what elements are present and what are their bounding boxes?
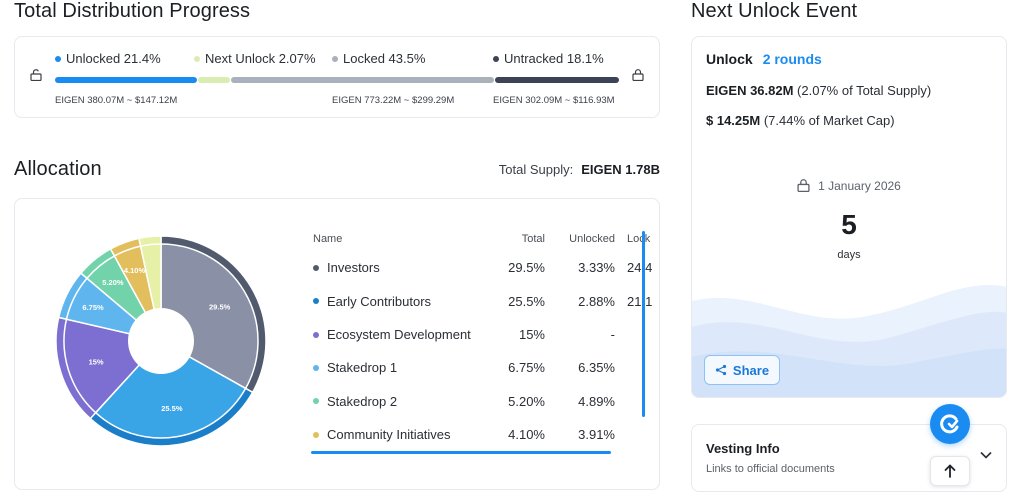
pie-slice-label: 4.10% bbox=[124, 266, 146, 275]
table-row[interactable]: Early Contributors 25.5% 2.88% 21.1 bbox=[311, 284, 655, 317]
row-name: Stakedrop 1 bbox=[311, 351, 493, 384]
vesting-title: Vesting Info bbox=[706, 441, 780, 456]
row-unlocked: 2.88% bbox=[578, 293, 615, 309]
column-total[interactable]: Total bbox=[521, 233, 545, 245]
legend-locked: Locked 43.5% bbox=[332, 51, 425, 66]
row-total: 15% bbox=[518, 326, 545, 342]
row-total: 29.5% bbox=[508, 260, 545, 276]
pie-slice-label: 5.20% bbox=[102, 278, 124, 287]
row-color-dot bbox=[313, 431, 319, 438]
allocation-title: Allocation bbox=[14, 158, 102, 180]
row-total: 4.10% bbox=[508, 427, 545, 443]
bar-locked bbox=[231, 77, 494, 83]
row-locked bbox=[615, 418, 655, 451]
unlocked-amount: EIGEN 380.07M ~ $147.12M bbox=[55, 95, 178, 106]
row-total: 25.5% bbox=[508, 293, 545, 309]
legend-untracked: Untracked 18.1% bbox=[493, 51, 604, 66]
horizontal-scrollbar[interactable] bbox=[311, 451, 611, 454]
arrow-up-icon bbox=[944, 464, 956, 478]
row-locked bbox=[615, 351, 655, 384]
locked-amount: EIGEN 773.22M ~ $299.29M bbox=[332, 95, 455, 106]
pie-center-hole bbox=[128, 308, 194, 374]
bar-unlocked bbox=[55, 77, 197, 83]
rounds-link[interactable]: 2 rounds bbox=[762, 51, 822, 67]
table-row[interactable]: Stakedrop 1 6.75% 6.35% bbox=[311, 351, 655, 384]
row-locked: 21.1 bbox=[627, 293, 653, 309]
allocation-pie-chart: 29.5% 25.5% 15% 6.75% 5.20%4.10% bbox=[55, 235, 267, 447]
row-color-dot bbox=[313, 264, 319, 271]
row-locked bbox=[615, 318, 655, 351]
brand-logo-icon bbox=[940, 414, 959, 434]
distribution-title: Total Distribution Progress bbox=[14, 0, 251, 22]
share-button[interactable]: Share bbox=[704, 355, 780, 385]
unlock-usd: $ 14.25M (7.44% of Market Cap) bbox=[706, 113, 895, 128]
untracked-amount: EIGEN 302.09M ~ $116.93M bbox=[493, 95, 615, 106]
row-name: Stakedrop 2 bbox=[311, 385, 493, 418]
unlock-amount: EIGEN 36.82M (2.07% of Total Supply) bbox=[706, 83, 932, 98]
distribution-card: Unlocked 21.4% Next Unlock 2.07% Locked … bbox=[14, 36, 660, 118]
allocation-card: 29.5% 25.5% 15% 6.75% 5.20% 4.10% Name Total … bbox=[14, 198, 660, 490]
pie-slice-label: 15% bbox=[89, 357, 104, 366]
row-unlocked: - bbox=[610, 326, 615, 342]
unlock-padlock-icon bbox=[30, 69, 42, 81]
pie-slice-label: 6.75% bbox=[82, 303, 104, 312]
row-unlocked: 6.35% bbox=[578, 360, 615, 376]
table-row[interactable]: Community Initiatives 4.10% 3.91% bbox=[311, 418, 655, 451]
row-unlocked: 4.89% bbox=[578, 393, 615, 409]
bar-next-unlock bbox=[198, 77, 230, 83]
column-name[interactable]: Name bbox=[313, 233, 343, 245]
row-name: Ecosystem Development bbox=[311, 318, 493, 351]
table-header-row: Name Total Unlocked Lock bbox=[311, 227, 655, 251]
pie-slice[interactable] bbox=[94, 340, 247, 439]
unlock-rounds-row: Unlock 2 rounds bbox=[706, 51, 822, 67]
unlock-date: 1 January 2026 bbox=[692, 179, 1006, 193]
share-icon bbox=[715, 364, 727, 376]
row-color-dot bbox=[313, 331, 319, 338]
row-unlocked: 3.33% bbox=[578, 260, 615, 276]
row-locked: 24.4 bbox=[627, 260, 653, 276]
days-countdown: 5 bbox=[841, 209, 857, 240]
column-unlocked[interactable]: Unlocked bbox=[569, 233, 615, 245]
row-unlocked: 3.91% bbox=[578, 427, 615, 443]
lock-padlock-icon bbox=[632, 69, 644, 81]
column-locked[interactable]: Lock bbox=[627, 233, 651, 245]
next-unlock-title: Next Unlock Event bbox=[691, 0, 858, 22]
bar-untracked bbox=[495, 77, 619, 83]
row-name: Community Initiatives bbox=[311, 418, 493, 451]
row-color-dot bbox=[313, 364, 319, 371]
days-label: days bbox=[837, 249, 861, 261]
vesting-subtitle: Links to official documents bbox=[706, 463, 835, 475]
row-color-dot bbox=[313, 298, 319, 305]
row-name: Investors bbox=[311, 251, 493, 284]
next-unlock-card: Unlock 2 rounds EIGEN 36.82M (2.07% of To… bbox=[691, 36, 1007, 398]
table-row[interactable]: Ecosystem Development 15% - bbox=[311, 318, 655, 351]
total-supply: Total Supply: EIGEN 1.78B bbox=[498, 162, 660, 177]
legend-unlocked: Unlocked 21.4% bbox=[55, 51, 161, 66]
scroll-to-top-button[interactable] bbox=[930, 456, 970, 486]
chevron-down-icon[interactable] bbox=[980, 451, 992, 459]
allocation-table: Name Total Unlocked Lock Investors 29.5% 3… bbox=[311, 227, 655, 451]
row-total: 6.75% bbox=[508, 360, 545, 376]
row-name: Early Contributors bbox=[311, 284, 493, 317]
padlock-icon bbox=[797, 179, 810, 193]
row-color-dot bbox=[313, 398, 319, 405]
pie-slice-label: 29.5% bbox=[209, 303, 231, 312]
table-row[interactable]: Stakedrop 2 5.20% 4.89% bbox=[311, 385, 655, 418]
pie-slice-label: 25.5% bbox=[161, 404, 183, 413]
row-total: 5.20% bbox=[508, 393, 545, 409]
legend-next-unlock: Next Unlock 2.07% bbox=[194, 51, 316, 66]
row-locked bbox=[615, 385, 655, 418]
brand-logo-button[interactable] bbox=[930, 404, 970, 444]
vertical-scrollbar[interactable] bbox=[642, 231, 645, 417]
table-row[interactable]: Investors 29.5% 3.33% 24.4 bbox=[311, 251, 655, 284]
